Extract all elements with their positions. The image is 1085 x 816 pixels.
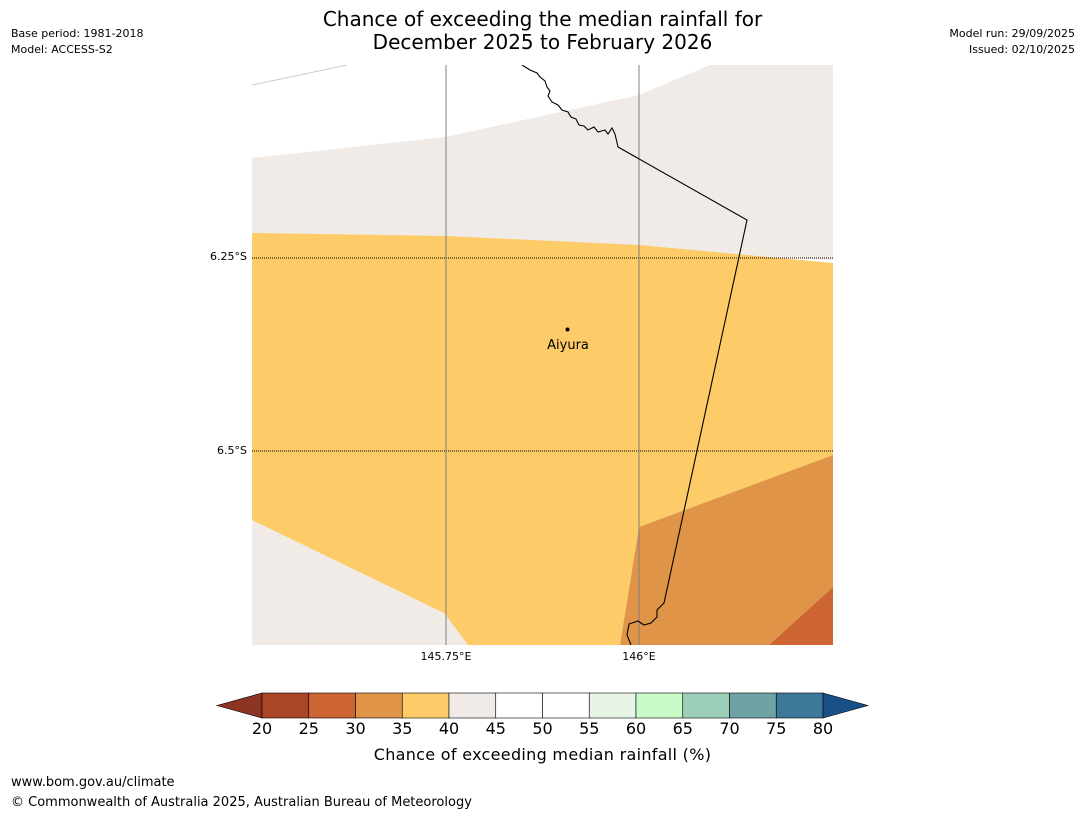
colorbar-tick-60: 60	[625, 719, 647, 738]
aiyura-marker	[565, 327, 570, 332]
colorbar-tick-45: 45	[485, 719, 506, 738]
band-40-45-north	[252, 65, 833, 260]
colorbar-tick-25: 25	[298, 719, 319, 738]
colorbar-segment-70-75	[729, 692, 777, 719]
band-25-30	[769, 587, 833, 645]
model-run-text: Model run: 29/09/2025	[949, 27, 1075, 40]
colorbar-segment-35-40	[401, 692, 450, 719]
metadata-left: Base period: 1981-2018 Model: ACCESS-S2	[11, 26, 143, 58]
colorbar-tick-20: 20	[251, 719, 273, 738]
colorbar-tick-70: 70	[719, 719, 740, 738]
colorbar-tick-55: 55	[579, 719, 600, 738]
base-period-text: Base period: 1981-2018	[11, 27, 144, 40]
colorbar-segment-75-80	[775, 692, 824, 719]
footer-copyright: © Commonwealth of Australia 2025, Austra…	[11, 795, 472, 810]
colorbar-tick-65: 65	[672, 719, 693, 738]
map-title-line2: December 2025 to February 2026	[372, 30, 713, 54]
colorbar-tick-30: 30	[345, 719, 366, 738]
colorbar	[215, 692, 870, 719]
colorbar-tick-80: 80	[812, 719, 834, 738]
lon-label-146: 146°E	[622, 650, 656, 663]
map-title-line1: Chance of exceeding the median rainfall …	[322, 7, 763, 31]
lat-label-6-25: 6.25°S	[210, 250, 247, 263]
colorbar-segment-50-55	[542, 692, 590, 719]
band-40-45-south-strip	[252, 520, 468, 645]
issued-text: Issued: 02/10/2025	[968, 43, 1075, 56]
metadata-right: Model run: 29/09/2025 Issued: 02/10/2025	[949, 26, 1075, 58]
colorbar-extend-low	[215, 692, 263, 719]
colorbar-segment-45-50	[495, 692, 543, 719]
aiyura-label: Aiyura	[547, 338, 589, 353]
colorbar-segment-60-65	[635, 692, 684, 719]
colorbar-segment-65-70	[682, 692, 730, 719]
band-35-40	[252, 233, 833, 645]
rainfall-map: Aiyura	[252, 65, 833, 645]
colorbar-label: Chance of exceeding median rainfall (%)	[373, 745, 712, 764]
lat-label-6-5: 6.5°S	[217, 444, 247, 457]
model-text: Model: ACCESS-S2	[11, 43, 113, 56]
footer-url[interactable]: www.bom.gov.au/climate	[11, 775, 175, 790]
colorbar-segment-25-30	[308, 692, 356, 719]
colorbar-tick-40: 40	[438, 719, 460, 738]
lon-label-145-75: 145.75°E	[420, 650, 472, 663]
colorbar-segment-20-25	[261, 692, 310, 719]
colorbar-segment-30-35	[355, 692, 403, 719]
band-30-35	[620, 455, 833, 645]
colorbar-tick-50: 50	[532, 719, 553, 738]
colorbar-tick-35: 35	[392, 719, 413, 738]
colorbar-segment-40-45	[448, 692, 497, 719]
colorbar-segment-55-60	[588, 692, 637, 719]
province-border	[521, 65, 748, 645]
band-edge-top-left	[252, 65, 348, 86]
colorbar-tick-75: 75	[766, 719, 787, 738]
colorbar-extend-high	[822, 692, 870, 719]
